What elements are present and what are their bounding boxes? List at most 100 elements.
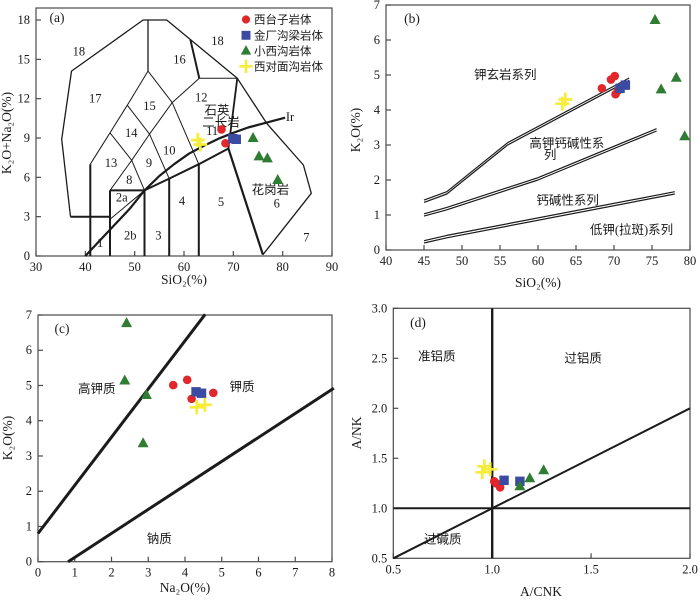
- x-tick-label-d: 0.5: [385, 562, 401, 576]
- y-tick-label-d: 1.5: [372, 451, 388, 465]
- field-label-d: 过碱质: [424, 532, 462, 546]
- data-point-triangle: [670, 71, 682, 82]
- field-label-c: 钾质: [229, 380, 254, 394]
- field-label-b: 钾玄岩系列: [474, 67, 537, 82]
- field-label-a: 花岗岩: [252, 182, 290, 197]
- calcalkaline-lowk-boundary-upper: [423, 191, 675, 242]
- field-label-a: 二长岩: [202, 114, 240, 129]
- data-point-square: [191, 387, 201, 397]
- x-axis-title-b: SiO₂(%): [515, 275, 561, 290]
- series-square-c: [191, 387, 207, 398]
- y-tick-label-c: 1: [26, 519, 32, 533]
- y-tick-label-b: 2: [374, 173, 380, 187]
- x-tick-label-c: 2: [108, 566, 114, 580]
- x-tick-label-b: 40: [380, 254, 393, 268]
- x-tick-label-a: 30: [30, 260, 43, 274]
- series-square-b: [615, 80, 631, 93]
- x-tick-label-c: 1: [72, 566, 78, 580]
- plot-frame-b: [385, 4, 691, 251]
- legend-label: 小西沟岩体: [254, 44, 312, 58]
- data-point-triangle: [137, 437, 149, 448]
- series-circle-b: [597, 71, 623, 99]
- x-tick-label-a: 80: [276, 260, 289, 274]
- data-point-cross: [197, 397, 212, 412]
- y-tick-label-c: 7: [26, 308, 32, 322]
- highk-calcalkaline-boundary-upper: [423, 128, 657, 215]
- field-label-c: 高钾质: [78, 381, 116, 396]
- field-label-a: 2b: [124, 229, 137, 243]
- field12-16-boundary: [171, 77, 200, 103]
- ta-right: [171, 102, 200, 165]
- legend-label: 金厂沟梁岩体: [254, 28, 323, 42]
- data-point-circle: [597, 84, 607, 93]
- x-tick-label-d: 1.0: [484, 562, 500, 576]
- y-axis-title-c: K₂O(%): [0, 416, 15, 460]
- y-tick-label-c: 6: [26, 343, 32, 357]
- plot-frame-d: [392, 307, 691, 559]
- bta-right: [149, 133, 170, 179]
- data-point-triangle: [538, 464, 550, 475]
- field-label-a: 石英: [205, 103, 231, 117]
- series-circle-a: [217, 125, 230, 148]
- x-tick-label-d: 2.0: [682, 562, 698, 576]
- granite-boundary: [227, 148, 264, 256]
- data-point-circle: [168, 380, 178, 390]
- y-tick-label-a: 0: [24, 249, 30, 263]
- x-axis-title-c: Na₂O(%): [160, 580, 210, 595]
- trachybasalt-left: [109, 160, 133, 191]
- shoshonite-highk-boundary: [423, 79, 630, 203]
- potassic-sodic-boundary: [67, 387, 335, 563]
- plot-frame-c: [37, 314, 333, 563]
- data-point-circle: [208, 388, 218, 398]
- x-tick-label-a: 60: [178, 260, 191, 274]
- one-to-one-line: [392, 407, 691, 560]
- series-triangle-c: [119, 317, 152, 448]
- data-point-triangle: [514, 480, 526, 491]
- data-point-circle: [495, 483, 505, 492]
- y-tick-label-c: 3: [26, 449, 32, 463]
- data-point-circle: [221, 138, 230, 148]
- data-point-circle: [610, 71, 620, 81]
- x-tick-label-a: 90: [326, 260, 339, 274]
- field-label-a: 11: [206, 124, 218, 138]
- field-label-a: 18: [73, 44, 86, 58]
- x-tick-label-b: 65: [570, 254, 583, 268]
- field16-18-boundary: [189, 39, 201, 79]
- highk-calcalkaline-boundary: [423, 130, 657, 217]
- x-tick-label-c: 3: [145, 566, 151, 580]
- legend-label: 西台子岩体: [254, 13, 312, 27]
- y-tick-label-a: 12: [18, 92, 31, 106]
- x-tick-label-c: 0: [35, 566, 41, 580]
- field-label-a: 16: [173, 52, 186, 66]
- data-point-triangle: [655, 83, 667, 94]
- data-point-cross: [193, 137, 208, 152]
- y-tick-label-c: 0: [26, 555, 32, 569]
- data-point-square: [620, 80, 631, 90]
- data-point-square: [231, 134, 241, 145]
- field-label-a: 12: [195, 90, 208, 104]
- series-cross-c: [189, 397, 212, 415]
- phono-1: [89, 132, 111, 165]
- y-axis-title-d: A/NK: [349, 416, 364, 449]
- data-point-triangle: [679, 130, 691, 141]
- phono-6: [147, 70, 173, 103]
- data-point-triangle: [649, 14, 661, 25]
- y-tick-label-a: 15: [18, 52, 31, 66]
- x-tick-label-b: 80: [684, 254, 697, 268]
- field-label-a: 10: [163, 143, 176, 157]
- data-point-square: [615, 83, 625, 93]
- legend-marker-square: [241, 30, 251, 40]
- y-tick-label-b: 1: [374, 208, 380, 222]
- data-point-cross: [558, 92, 573, 107]
- field-label-a: 5: [218, 195, 224, 209]
- x-tick-label-c: 5: [219, 566, 225, 580]
- y-tick-label-b: 5: [374, 68, 380, 82]
- x-tick-label-b: 75: [646, 254, 659, 268]
- field-label-a: 1: [97, 236, 103, 250]
- y-tick-label-d: 2.0: [372, 401, 388, 415]
- y-tick-label-a: 3: [24, 210, 30, 224]
- field-label-a: 9: [146, 156, 152, 170]
- series-circle-d: [489, 477, 505, 492]
- data-point-circle: [187, 394, 196, 404]
